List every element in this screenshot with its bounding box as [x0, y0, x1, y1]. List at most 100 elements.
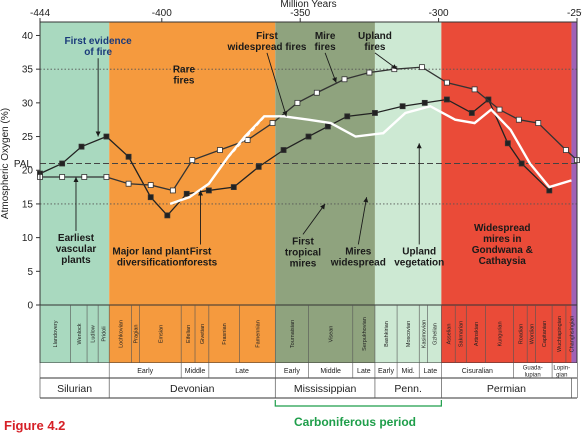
annotation-7-arrowhead — [198, 190, 204, 196]
series-1-point-1 — [59, 174, 66, 180]
annotation-5-line-1: vascular — [56, 244, 97, 255]
annotation-4-line-1: fires — [364, 42, 386, 53]
stage-label-24: Capitanian — [542, 321, 548, 347]
annotation-3-arrow — [324, 52, 337, 83]
stage-label-22: Roadian — [518, 324, 524, 345]
series-0-point-12 — [305, 133, 312, 140]
period-label-4: Permian — [487, 383, 526, 395]
band-5 — [571, 22, 577, 363]
series-0-point-9 — [230, 184, 237, 190]
series-1-point-6 — [169, 187, 176, 194]
annotation-11-line-1: mires in — [483, 234, 521, 245]
series-1-point-22 — [563, 147, 569, 153]
stage-label-15: Moscovian — [406, 321, 412, 347]
series-0-point-5 — [147, 194, 154, 201]
series-1-point-20 — [515, 116, 522, 123]
epoch-label-8-0: Mid. — [402, 368, 415, 375]
y-tick-label-3: 15 — [22, 199, 34, 210]
series-1-point-2 — [81, 174, 88, 180]
annotation-5-arrowhead — [73, 176, 79, 182]
x-tick-label-1: -400 — [152, 8, 172, 19]
annotation-5-line-0: Earliest — [58, 233, 95, 244]
stage-label-21: Kungurian — [497, 321, 503, 346]
y-tick-label-0: 0 — [27, 301, 33, 312]
pal-label: PAL — [14, 159, 33, 170]
stage-label-26: Changhsingian — [569, 316, 575, 353]
annotation-8-arrowhead — [320, 203, 326, 210]
epoch-label-9-0: Late — [423, 368, 437, 375]
y-axis-label: Atmospheric Oxygen (%) — [0, 108, 11, 219]
annotation-7-line-1: forests — [184, 257, 218, 268]
stage-label-14: Bashkirian — [384, 321, 390, 347]
stage-label-11: Tournaisian — [290, 320, 296, 348]
x-tick-label-0: -444 — [30, 8, 50, 19]
series-0-point-6 — [164, 212, 171, 219]
epoch-label-1-0: Early — [137, 368, 153, 375]
figure-label: Figure 4.2 — [4, 418, 66, 433]
y-tick-label-6: 30 — [22, 98, 34, 109]
series-0-point-1 — [59, 160, 66, 167]
series-1-point-13 — [341, 76, 348, 83]
x-tick-label-2: -350 — [290, 8, 310, 19]
y-tick-label-5: 25 — [22, 132, 34, 143]
epoch-label-10-0: Cisuralian — [462, 368, 493, 375]
series-1-point-21 — [535, 120, 542, 126]
annotation-9-line-1: widespread — [330, 257, 386, 268]
annotation-1-line-1: fires — [173, 76, 195, 87]
stage-label-23: Wordian — [529, 324, 535, 344]
annotation-0-arrowhead — [95, 131, 101, 137]
series-0-point-22 — [518, 160, 525, 167]
series-0-point-20 — [485, 96, 492, 103]
series-0-point-4 — [125, 153, 132, 160]
annotation-1-line-0: Rare — [173, 65, 196, 76]
stage-label-5: Pragian — [133, 325, 139, 344]
series-1-line — [40, 66, 578, 192]
stage-label-2: Ludlow — [91, 325, 97, 342]
epoch-label-12-0: Lopin- — [553, 366, 570, 372]
y-tick-label-7: 35 — [22, 65, 34, 76]
annotation-2-line-1: widespread fires — [227, 42, 307, 53]
stage-label-20: Artinskian — [474, 322, 480, 346]
annotation-9-line-0: Mires — [345, 246, 372, 257]
series-1-point-11 — [294, 99, 301, 106]
band-3 — [374, 22, 442, 363]
series-1-point-9 — [244, 137, 251, 143]
series-0-point-17 — [421, 99, 428, 106]
annotation-2-arrow — [266, 52, 287, 117]
carboniferous-label: Carboniferous period — [293, 415, 416, 429]
stage-label-16: Kasimovian — [421, 320, 427, 348]
x-axis-label: Million Years — [280, 0, 336, 10]
series-1-point-14 — [366, 69, 373, 76]
series-1-point-4 — [125, 180, 132, 187]
series-0-point-7 — [183, 190, 190, 197]
series-2-dash — [227, 115, 266, 158]
series-0-point-2 — [78, 143, 85, 150]
period-label-1: Devonian — [170, 383, 215, 395]
annotation-7-line-0: First — [190, 246, 212, 257]
annotation-8-line-0: First — [292, 236, 314, 247]
series-0-point-10 — [255, 163, 262, 170]
stage-label-1: Wenlock — [77, 323, 83, 344]
annotation-6-line-0: Major land plant — [112, 246, 189, 257]
period-label-0: Silurian — [57, 383, 92, 395]
annotation-0-line-0: First evidence — [64, 36, 132, 47]
band-2 — [275, 22, 375, 363]
stage-label-25: Wuchiapingian — [557, 316, 563, 352]
annotation-10-arrowhead — [416, 143, 422, 149]
annotation-8-line-2: mires — [290, 258, 317, 269]
series-1-point-16 — [419, 64, 425, 71]
stage-label-6: Emsian — [158, 325, 164, 343]
stage-label-13: Serpukhovian — [362, 317, 368, 351]
series-0-point-8 — [205, 187, 212, 194]
stage-label-19: Sakmarian — [459, 321, 465, 347]
stage-label-7: Eifelian — [186, 325, 192, 343]
geologic-timescale: Llandovery Wenlock Ludlow Pridoli Lochkovian… — [39, 22, 578, 407]
series-2-line — [169, 104, 572, 206]
series-1-point-8 — [217, 147, 223, 153]
y-tick-label-8: 40 — [22, 31, 34, 42]
annotation-6-line-1: diversification — [117, 257, 185, 268]
series-0-point-21 — [504, 140, 511, 147]
series-1-point-3 — [103, 174, 110, 180]
series-0-point-15 — [372, 110, 378, 116]
